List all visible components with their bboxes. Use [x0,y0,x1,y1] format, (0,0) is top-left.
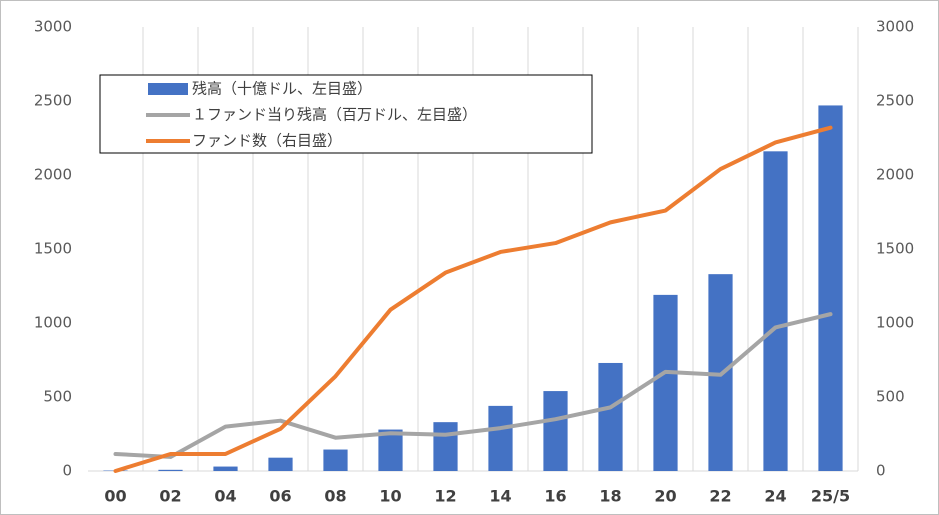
y2-tick-label: 3000 [876,18,914,36]
bar [378,429,403,471]
x-tick-label: 22 [709,487,731,506]
legend-swatch [148,83,188,95]
bar [598,362,623,471]
x-tick-label: 20 [654,487,676,506]
bar [543,391,568,471]
y-tick-label: 3000 [34,18,72,36]
y2-tick-label: 0 [876,462,886,480]
y2-tick-label: 2500 [876,92,914,110]
bar [323,449,348,471]
x-tick-label: 10 [379,487,401,506]
x-tick-label: 06 [269,487,291,506]
x-tick-label: 02 [159,487,181,506]
y-tick-label: 2500 [34,92,72,110]
y2-tick-label: 1500 [876,240,914,258]
legend-label: 残高（十億ドル、左目盛） [192,80,372,98]
bar [488,405,513,471]
legend-label: ファンド数（右目盛） [192,132,342,150]
bar [158,469,183,471]
bar [818,105,843,471]
y-tick-label: 500 [43,388,72,406]
x-tick-label: 25/5 [811,487,850,506]
bar [268,457,293,471]
x-tick-label: 08 [324,487,346,506]
x-tick-label: 16 [544,487,566,506]
x-tick-label: 12 [434,487,456,506]
y-tick-label: 2000 [34,166,72,184]
bar [433,422,458,471]
x-tick-label: 00 [104,487,126,506]
line [113,312,833,459]
bar [653,294,678,471]
x-tick-label: 18 [599,487,621,506]
x-tick-label: 24 [764,487,786,506]
x-tick-label: 04 [214,487,236,506]
y-tick-label: 1000 [34,314,72,332]
y-tick-label: 1500 [34,240,72,258]
y2-tick-label: 500 [876,388,905,406]
y-tick-label: 0 [62,462,72,480]
bar [213,466,238,471]
line [113,125,833,473]
y2-tick-label: 2000 [876,166,914,184]
x-tick-label: 14 [489,487,511,506]
bar [763,151,788,471]
y2-tick-label: 1000 [876,314,914,332]
legend-label: １ファンド当り残高（百万ドル、左目盛） [192,106,477,124]
